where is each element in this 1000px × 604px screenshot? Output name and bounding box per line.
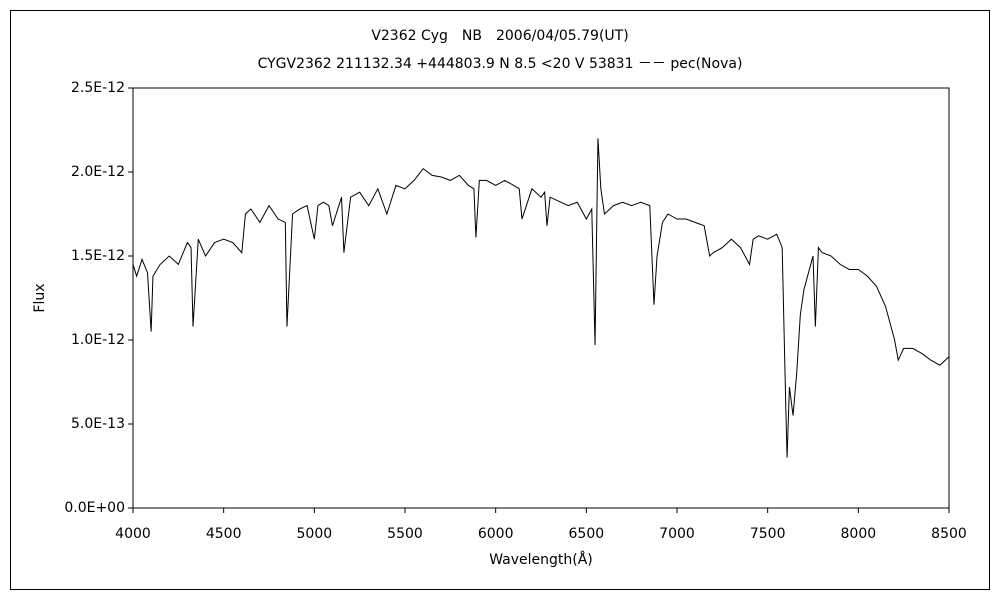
x-tick-label: 4000 (115, 526, 151, 542)
spectrum-line (132, 138, 950, 458)
x-tick-label: 7000 (659, 526, 695, 542)
x-tick-label: 5000 (297, 526, 333, 542)
x-tick-label: 8500 (931, 526, 967, 542)
y-axis-label: Flux (32, 283, 48, 312)
x-tick-label: 6000 (478, 526, 514, 542)
y-tick-label: 1.5E-12 (71, 248, 125, 264)
x-tick-label: 5500 (387, 526, 423, 542)
x-axis-label: Wavelength(Å) (489, 551, 593, 568)
y-tick-label: 1.0E-12 (71, 332, 125, 348)
x-tick-label: 4500 (206, 526, 242, 542)
x-tick-label: 7500 (750, 526, 786, 542)
y-tick-label: 2.0E-12 (71, 164, 125, 180)
chart-subtitle: CYGV2362 211132.34 +444803.9 N 8.5 <20 V… (258, 56, 743, 72)
x-tick-label: 8000 (841, 526, 877, 542)
y-tick-label: 5.0E-13 (71, 416, 125, 432)
plot-frame (132, 87, 950, 509)
chart-title: V2362 Cyg NB 2006/04/05.79(UT) (371, 28, 628, 44)
y-tick-label: 2.5E-12 (71, 80, 125, 96)
x-tick-label: 6500 (569, 526, 605, 542)
y-tick-label: 0.0E+00 (64, 500, 125, 516)
